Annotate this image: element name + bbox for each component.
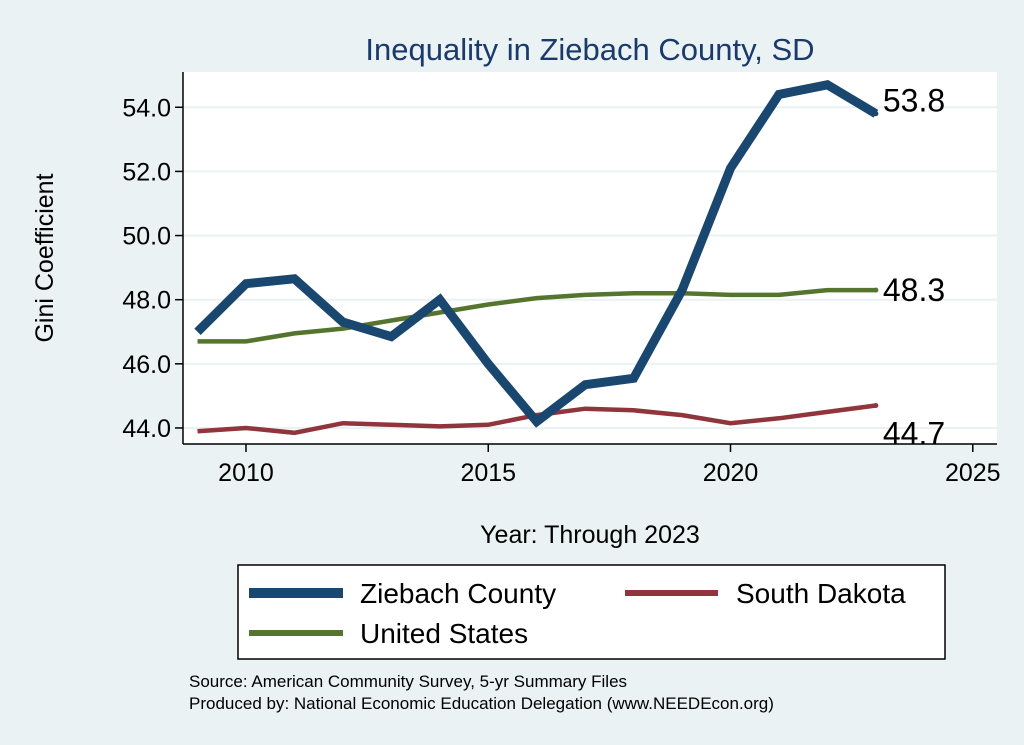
y-ticks: 44.0 46.0 48.0 50.0 52.0 54.0 <box>122 94 183 443</box>
legend-label-south-dakota: South Dakota <box>736 578 906 609</box>
series-lines <box>194 80 879 436</box>
chart-title: Inequality in Ziebach County, SD <box>365 32 814 67</box>
series-line-united-states <box>197 287 876 344</box>
y-axis-title: Gini Coefficient <box>31 173 59 342</box>
y-tick-label: 48.0 <box>122 287 171 315</box>
y-tick-label: 52.0 <box>122 158 171 186</box>
x-ticks: 2010 2015 2020 2025 <box>218 444 1001 487</box>
end-point-ziebach-county <box>873 111 879 117</box>
axes <box>182 72 997 445</box>
end-label-ziebach-county: 53.8 <box>883 83 945 119</box>
x-tick-label: 2015 <box>460 459 516 487</box>
x-axis-title: Year: Through 2023 <box>480 521 700 549</box>
legend-label-united-states: United States <box>360 618 528 649</box>
y-tick-label: 44.0 <box>122 415 171 443</box>
y-tick-label: 54.0 <box>122 94 171 122</box>
legend-box <box>237 564 946 660</box>
x-tick-label: 2020 <box>703 459 759 487</box>
legend-label-ziebach-county: Ziebach County <box>360 578 556 609</box>
x-tick-label: 2025 <box>945 459 1001 487</box>
end-label-united-states: 48.3 <box>883 272 945 308</box>
end-labels: 53.8 44.7 48.3 <box>873 83 945 452</box>
x-tick-label: 2010 <box>218 459 274 487</box>
legend: Ziebach County South Dakota United State… <box>237 564 946 660</box>
y-tick-label: 46.0 <box>122 351 171 379</box>
y-tick-label: 50.0 <box>122 223 171 251</box>
series-line-ziebach-county <box>194 80 879 428</box>
end-point-united-states <box>873 287 879 293</box>
source-line: Source: American Community Survey, 5-yr … <box>189 672 627 691</box>
end-point-south-dakota <box>873 403 879 409</box>
producer-line: Produced by: National Economic Education… <box>189 694 774 713</box>
end-label-south-dakota: 44.7 <box>883 416 945 452</box>
